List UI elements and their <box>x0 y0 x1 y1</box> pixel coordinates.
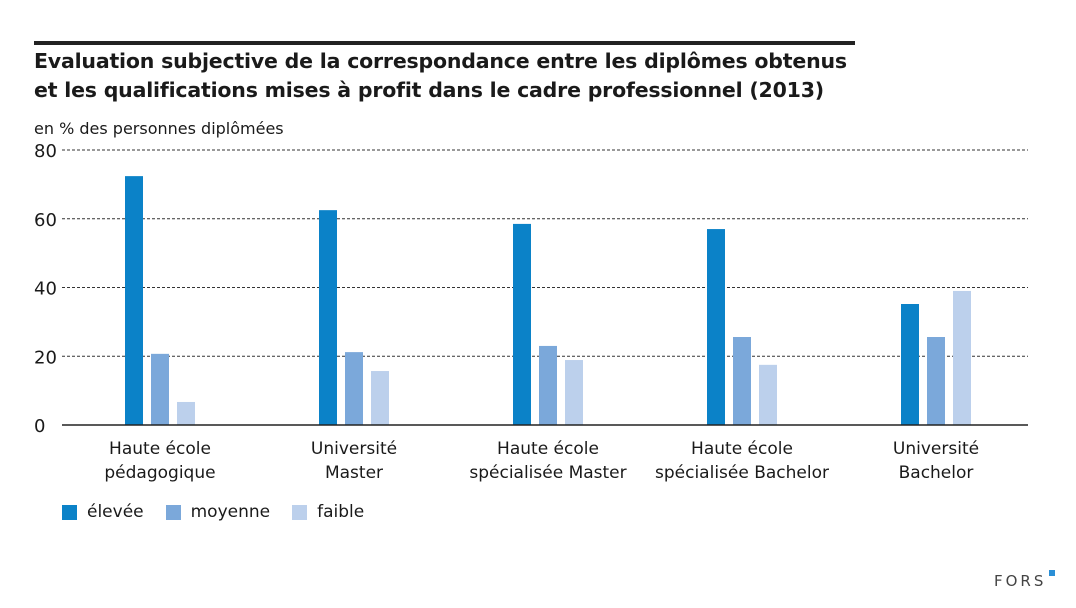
legend-swatch <box>165 504 181 520</box>
legend-swatch <box>292 504 308 520</box>
bar-faible <box>565 360 583 425</box>
bar-faible <box>759 364 777 425</box>
legend-item: moyenne <box>165 502 271 522</box>
legend-item: faible <box>292 502 364 522</box>
bar-élevée <box>707 229 725 425</box>
y-tick-label: 20 <box>34 347 57 368</box>
bar-moyenne <box>733 337 751 425</box>
x-tick-label: Université <box>311 439 397 459</box>
legend: élevée moyenne faible <box>62 502 364 522</box>
y-tick-label: 80 <box>34 141 57 162</box>
legend-label: moyenne <box>190 502 271 522</box>
bar-élevée <box>901 304 919 425</box>
bar-moyenne <box>927 337 945 425</box>
x-tick-label: Haute école <box>691 439 793 459</box>
bar-faible <box>371 371 389 425</box>
bar-élevée <box>513 223 531 425</box>
x-tick-label: spécialisée Master <box>469 463 626 483</box>
title-line-1: Evaluation subjective de la correspondan… <box>34 49 847 73</box>
x-tick-label: Bachelor <box>899 463 974 483</box>
legend-item: élevée <box>62 502 144 522</box>
bar-élevée <box>125 176 143 425</box>
fors-logo: FORS <box>994 570 1056 590</box>
x-tick-label: pédagogique <box>104 463 215 483</box>
bar-faible <box>177 401 195 425</box>
bar-faible <box>953 290 971 425</box>
y-tick-label: 60 <box>34 210 57 231</box>
bar-moyenne <box>151 353 169 425</box>
x-tick-label: spécialisée Bachelor <box>655 463 829 483</box>
legend-swatch <box>62 504 77 520</box>
x-tick-label: Master <box>325 463 383 483</box>
x-tick-label: Université <box>893 439 979 459</box>
bar-moyenne <box>539 345 557 425</box>
chart-title: Evaluation subjective de la correspondan… <box>34 47 847 105</box>
x-tick-label: Haute école <box>497 439 599 459</box>
y-tick-label: 40 <box>34 279 57 300</box>
x-tick-label: Haute école <box>109 439 211 459</box>
bar-moyenne <box>345 352 363 425</box>
legend-label: faible <box>317 502 365 522</box>
logo-square-icon <box>1049 570 1056 576</box>
y-axis-label: en % des personnes diplômées <box>34 119 284 138</box>
legend-label: élevée <box>87 502 144 522</box>
title-rule <box>34 41 855 45</box>
title-line-2: et les qualifications mises à profit dan… <box>34 78 824 102</box>
bar-élevée <box>319 210 337 425</box>
y-tick-label: 0 <box>34 416 45 437</box>
